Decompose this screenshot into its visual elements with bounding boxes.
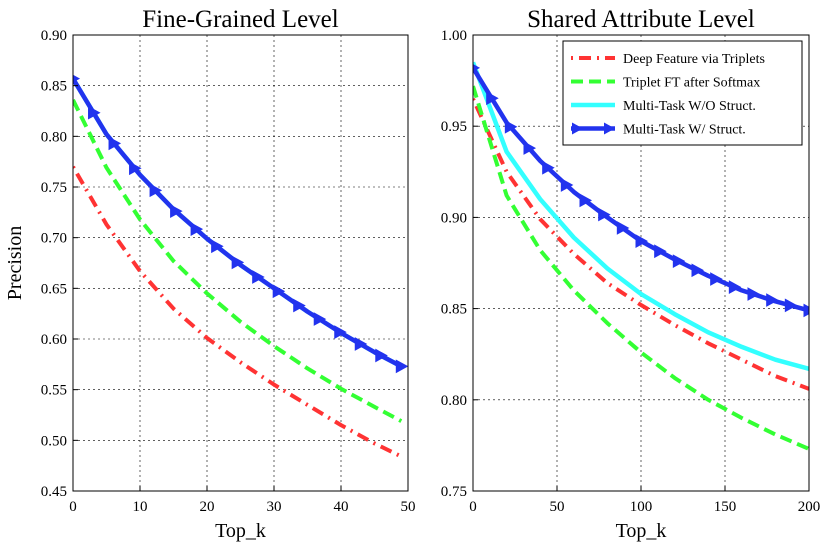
series-marker xyxy=(149,183,163,198)
legend-label: Deep Feature via Triplets xyxy=(623,52,765,67)
series-line-0 xyxy=(473,97,809,391)
series-marker xyxy=(108,136,122,151)
y-tick-label: 0.50 xyxy=(41,433,67,449)
x-axis-label: Top_k xyxy=(616,520,667,542)
series-marker xyxy=(691,263,705,278)
y-tick-label: 0.55 xyxy=(41,383,67,399)
legend-marker xyxy=(572,122,583,135)
x-tick-label: 100 xyxy=(630,499,653,515)
series-marker xyxy=(747,287,761,301)
series-marker xyxy=(579,193,593,208)
series-marker xyxy=(129,161,142,176)
x-axis-label: Top_k xyxy=(215,520,266,542)
series-marker xyxy=(170,204,183,218)
y-tick-label: 0.75 xyxy=(41,180,67,196)
series-marker xyxy=(728,280,742,294)
x-tick-label: 40 xyxy=(334,499,349,515)
x-tick-label: 150 xyxy=(714,499,737,515)
legend: Deep Feature via Triplets Triplet FT afte… xyxy=(562,40,803,146)
chart-title: Fine-Grained Level xyxy=(142,6,339,33)
y-tick-label: 0.95 xyxy=(441,119,467,135)
series-marker xyxy=(313,312,327,326)
y-tick-label: 0.70 xyxy=(41,231,67,247)
series-marker xyxy=(766,293,779,307)
legend-label: Multi-Task W/ Struct. xyxy=(623,123,746,138)
y-tick-label: 0.65 xyxy=(41,281,67,297)
series-marker xyxy=(486,91,499,106)
series-marker xyxy=(231,255,245,270)
series-line-0 xyxy=(73,165,403,459)
x-tick-label: 50 xyxy=(550,499,565,515)
x-ticks: 0 50 100 150 200 xyxy=(469,486,820,515)
legend-label: Triplet FT after Softmax xyxy=(623,76,760,91)
y-tick-label: 0.80 xyxy=(41,129,67,145)
series-line-3 xyxy=(73,77,403,369)
y-tick-label: 0.45 xyxy=(41,484,67,500)
series-marker xyxy=(293,298,306,313)
x-tick-label: 30 xyxy=(267,499,282,515)
series-marker xyxy=(211,239,224,254)
y-tick-label: 0.85 xyxy=(441,302,467,318)
series-line-1 xyxy=(73,99,403,423)
plot-area xyxy=(73,74,408,459)
series-marker xyxy=(598,207,611,222)
series-line-2 xyxy=(473,61,809,371)
fine-grained-panel: Fine-Grained Level 0 10 20 30 40 50 0.450.500… xyxy=(4,6,416,542)
y-tick-label: 0.85 xyxy=(41,79,67,95)
legend-label: Multi-Task W/O Struct. xyxy=(623,99,756,114)
y-tick-label: 0.90 xyxy=(441,210,467,226)
series-marker xyxy=(88,105,101,120)
x-tick-label: 0 xyxy=(469,499,477,515)
x-tick-label: 0 xyxy=(69,499,77,515)
series-line-1 xyxy=(473,85,809,451)
x-ticks: 0 10 20 30 40 50 xyxy=(69,486,416,515)
series-marker xyxy=(523,141,537,155)
y-tick-label: 0.60 xyxy=(41,332,67,348)
series-marker xyxy=(803,303,809,318)
series-marker xyxy=(190,222,204,236)
plot-area xyxy=(473,61,809,451)
series-marker xyxy=(504,119,518,134)
shared-attribute-panel: Shared Attribute Level 0 50 100 150 200 0.75… xyxy=(441,6,821,542)
series-marker xyxy=(672,254,686,269)
series-marker xyxy=(272,284,286,299)
y-tick-label: 0.80 xyxy=(441,393,467,409)
series-marker xyxy=(375,348,388,363)
y-ticks: 0.45 0.50 0.55 0.60 0.65 0.70 0.75 0.80 0.85 0.90 xyxy=(41,28,78,500)
series-marker xyxy=(616,221,630,235)
series-marker xyxy=(542,160,555,175)
x-tick-label: 10 xyxy=(133,499,148,515)
series-marker xyxy=(654,244,667,259)
series-marker xyxy=(395,359,408,374)
x-tick-label: 50 xyxy=(401,499,416,515)
series-marker xyxy=(784,298,798,313)
y-axis-label: Precision xyxy=(4,226,26,300)
x-tick-label: 200 xyxy=(798,499,821,515)
series-marker xyxy=(560,178,574,192)
series-marker xyxy=(710,272,723,286)
series-marker xyxy=(334,325,347,339)
y-tick-label: 1.00 xyxy=(441,28,467,44)
x-tick-label: 20 xyxy=(200,499,215,515)
series-marker xyxy=(252,270,265,284)
axes-frame xyxy=(72,34,409,492)
series-marker xyxy=(635,234,649,248)
y-tick-label: 0.75 xyxy=(441,484,467,500)
chart-title: Shared Attribute Level xyxy=(527,6,755,33)
legend-marker xyxy=(604,122,615,135)
y-ticks: 0.75 0.80 0.85 0.90 0.95 1.00 xyxy=(441,28,478,500)
series-marker xyxy=(354,337,368,351)
y-tick-label: 0.90 xyxy=(41,28,67,44)
